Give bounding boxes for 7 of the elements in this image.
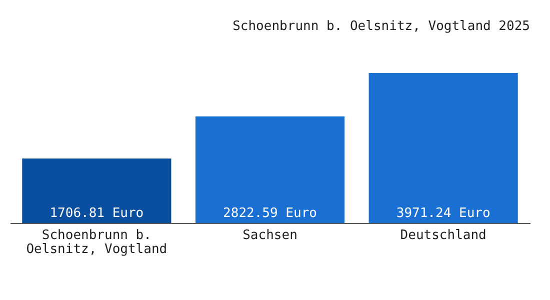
x-tick-label: Sachsen — [242, 228, 298, 243]
x-tick-label: Deutschland — [400, 228, 486, 243]
x-tick-label: Schoenbrunn b. Oelsnitz, Vogtland — [26, 228, 168, 257]
data-label: 1706.81 Euro — [50, 206, 144, 221]
chart-title: Schoenbrunn b. Oelsnitz, Vogtland 2025 — [232, 19, 530, 34]
data-label: 3971.24 Euro — [396, 206, 490, 221]
data-label: 2822.59 Euro — [223, 206, 317, 221]
